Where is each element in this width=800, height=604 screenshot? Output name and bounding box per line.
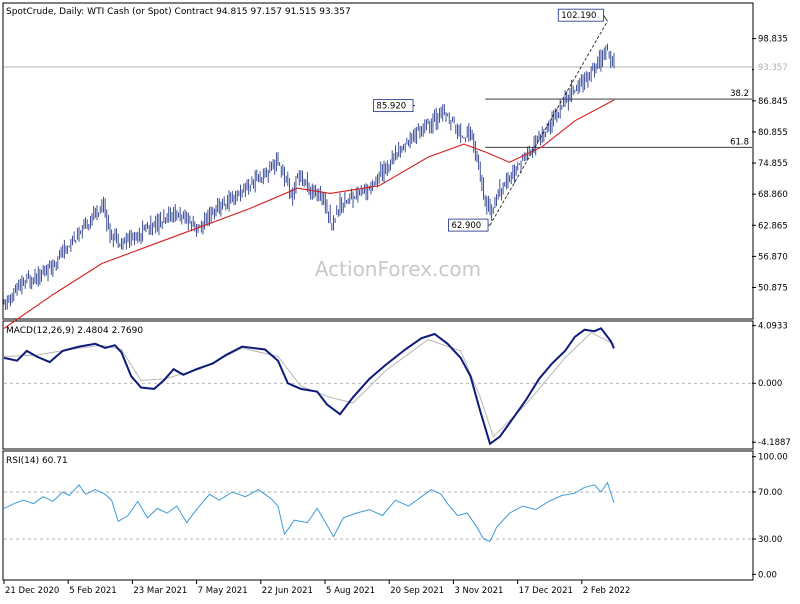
annotation-box <box>557 8 604 22</box>
price-axis-label: 98.835 <box>758 35 788 45</box>
x-axis-label: 5 Feb 2021 <box>69 586 117 596</box>
rsi-axis-label: 100.00 <box>758 453 788 463</box>
x-axis-label: 3 Nov 2021 <box>454 586 503 596</box>
x-axis-label: 22 Jun 2021 <box>262 586 313 596</box>
price-axis-label: 74.855 <box>758 159 788 169</box>
fib-level-label: 38.2 <box>730 89 749 99</box>
price-candles <box>3 43 615 311</box>
annotation-label: 102.190 <box>561 11 596 21</box>
macd-axis-label: 0.000 <box>758 379 782 389</box>
annotation-box <box>448 218 489 232</box>
macd-panel: 4.0933 0.000 -4.1887 <box>3 322 791 448</box>
price-axis: 98.83592.85086.84580.85574.85568.86062.8… <box>752 35 798 294</box>
x-axis-label: 21 Dec 2020 <box>5 586 59 596</box>
x-axis-label: 7 May 2021 <box>198 586 248 596</box>
price-annotations: 102.190 85.920 62.900 <box>373 8 608 232</box>
x-axis-label: 20 Sep 2021 <box>390 586 444 596</box>
rsi-panel: 100.00 70.00 30.00 0.00 <box>3 453 788 580</box>
rsi-axis-label: 70.00 <box>758 488 782 498</box>
chart-header: SpotCrude, Daily: WTI Cash (or Spot) Con… <box>6 7 351 17</box>
trendline <box>489 20 608 226</box>
x-axis-label: 2 Feb 2022 <box>583 586 631 596</box>
moving-average-line <box>3 99 615 329</box>
header-symbol: SpotCrude <box>6 7 54 17</box>
macd-axis-label: 4.0933 <box>758 322 788 332</box>
price-panel-frame <box>2 2 754 320</box>
annotation-leader <box>603 14 608 22</box>
x-axis-label: 5 Aug 2021 <box>326 586 375 596</box>
price-axis-label: 62.865 <box>758 221 788 231</box>
macd-axis-label: -4.1887 <box>758 438 791 448</box>
rsi-axis-label: 0.00 <box>758 570 777 580</box>
macd-title: MACD(12,26,9) 2.4804 2.7690 <box>6 326 143 336</box>
fibonacci-levels: 38.2 61.8 <box>485 89 752 148</box>
annotation-label: 85.920 <box>376 102 406 112</box>
price-axis-label: 50.875 <box>758 284 788 294</box>
watermark: ActionForex.com <box>315 257 481 281</box>
moving-average <box>3 99 615 329</box>
current-price-box <box>754 61 798 74</box>
price-axis-label: 56.870 <box>758 252 788 262</box>
rsi-axis-label: 30.00 <box>758 535 782 545</box>
macd-panel-frame <box>2 320 754 450</box>
annotation-label: 62.900 <box>451 221 481 231</box>
x-axis: 21 Dec 2020 5 Feb 2021 23 Mar 2021 7 May 20… <box>3 580 631 596</box>
rsi-title: RSI(14) 60.71 <box>6 456 68 466</box>
header-description: WTI Cash (or Spot) Contract <box>87 7 214 17</box>
header-timeframe: Daily <box>59 7 82 17</box>
price-axis-label: 68.860 <box>758 190 788 200</box>
x-axis-label: 23 Mar 2021 <box>133 586 187 596</box>
macd-line <box>3 327 615 446</box>
current-price-label: 93.357 <box>758 63 788 73</box>
fib-level-label: 61.8 <box>730 137 749 147</box>
x-axis-label: 17 Dec 2021 <box>519 586 573 596</box>
price-axis-label: 80.855 <box>758 128 788 138</box>
annotation-box <box>373 99 414 113</box>
trendline-dashed <box>489 20 608 226</box>
price-axis-label: 86.845 <box>758 97 788 107</box>
header-ohlc: 94.815 97.157 91.515 93.357 <box>216 7 351 17</box>
rsi-panel-frame <box>2 450 754 581</box>
rsi-line <box>3 481 615 543</box>
